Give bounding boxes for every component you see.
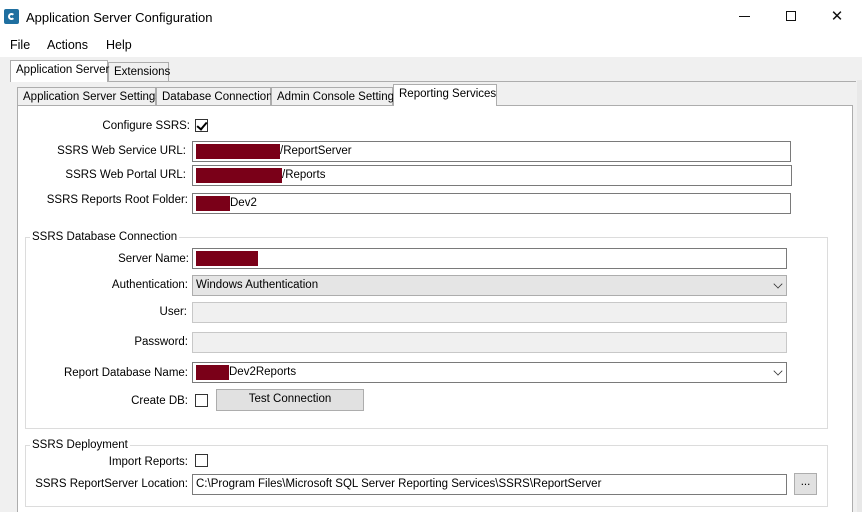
close-button[interactable]: ✕: [814, 0, 860, 33]
chevron-down-icon: [773, 279, 783, 289]
configure-ssrs-checkbox[interactable]: [195, 119, 208, 132]
redacted-block: [196, 365, 229, 380]
report-db-name-label: Report Database Name:: [63, 367, 188, 379]
authentication-select[interactable]: Windows Authentication: [192, 275, 787, 296]
redacted-block: [196, 168, 282, 183]
ssrs-database-connection-group: [25, 237, 828, 429]
user-label: User:: [159, 306, 187, 318]
create-db-label: Create DB:: [131, 395, 188, 407]
chevron-down-icon: [773, 366, 783, 376]
ssrs-database-connection-title: SSRS Database Connection: [30, 231, 180, 243]
tab-extensions[interactable]: Extensions: [108, 62, 170, 82]
authentication-label: Authentication:: [111, 279, 188, 291]
web-service-url-label: SSRS Web Service URL:: [57, 145, 186, 157]
tab-app-server-settings[interactable]: Application Server Settings: [17, 87, 161, 107]
web-portal-url-value: /Reports: [282, 169, 326, 181]
server-name-field[interactable]: [192, 248, 787, 269]
redacted-block: [196, 144, 280, 159]
password-label: Password:: [134, 336, 188, 348]
browse-button[interactable]: ...: [794, 473, 817, 495]
tab-database-connection[interactable]: Database Connection: [156, 87, 273, 107]
window-title: Application Server Configuration: [26, 10, 213, 25]
tab-reporting-services[interactable]: Reporting Services: [393, 84, 497, 106]
server-name-label: Server Name:: [118, 253, 189, 265]
menu-help[interactable]: Help: [106, 38, 132, 52]
configure-ssrs-label: Configure SSRS:: [102, 120, 190, 132]
import-reports-checkbox[interactable]: [195, 454, 208, 467]
web-portal-url-field[interactable]: /Reports: [192, 165, 792, 186]
reports-root-folder-field[interactable]: Dev2: [192, 193, 791, 214]
import-reports-label: Import Reports:: [108, 456, 188, 468]
password-field[interactable]: [192, 332, 787, 353]
reports-root-folder-label: SSRS Reports Root Folder:: [46, 194, 188, 206]
web-portal-url-label: SSRS Web Portal URL:: [65, 169, 186, 181]
tab-admin-console-settings[interactable]: Admin Console Settings: [271, 87, 400, 107]
title-bar: [0, 0, 862, 33]
menu-actions[interactable]: Actions: [47, 38, 88, 52]
web-service-url-field[interactable]: /ReportServer: [192, 141, 791, 162]
web-service-url-value: /ReportServer: [280, 145, 352, 157]
menu-bar: [0, 33, 862, 57]
test-connection-button[interactable]: Test Connection: [216, 389, 364, 411]
report-db-name-select[interactable]: Dev2Reports: [192, 362, 787, 383]
authentication-value: Windows Authentication: [196, 279, 319, 291]
menu-file[interactable]: File: [10, 38, 31, 52]
reports-root-folder-value: Dev2: [230, 197, 257, 209]
close-icon: ✕: [830, 8, 844, 25]
outer-tab-divider: [10, 81, 856, 82]
reportserver-location-label: SSRS ReportServer Location:: [35, 478, 188, 490]
tab-application-server[interactable]: Application Server: [10, 60, 109, 82]
ssrs-deployment-group: [25, 445, 828, 507]
maximize-icon: [786, 11, 796, 21]
create-db-checkbox[interactable]: [195, 394, 208, 407]
maximize-button[interactable]: [768, 0, 814, 33]
report-db-name-value: Dev2Reports: [229, 366, 297, 378]
user-field[interactable]: [192, 302, 787, 323]
ssrs-deployment-title: SSRS Deployment: [30, 439, 130, 451]
reportserver-location-field[interactable]: C:\Program Files\Microsoft SQL Server Re…: [192, 474, 787, 495]
app-icon: [4, 9, 19, 24]
redacted-block: [196, 251, 258, 266]
minimize-icon: [739, 16, 750, 17]
redacted-block: [196, 196, 230, 211]
minimize-button[interactable]: [722, 0, 768, 33]
scrollbar[interactable]: [857, 80, 862, 512]
